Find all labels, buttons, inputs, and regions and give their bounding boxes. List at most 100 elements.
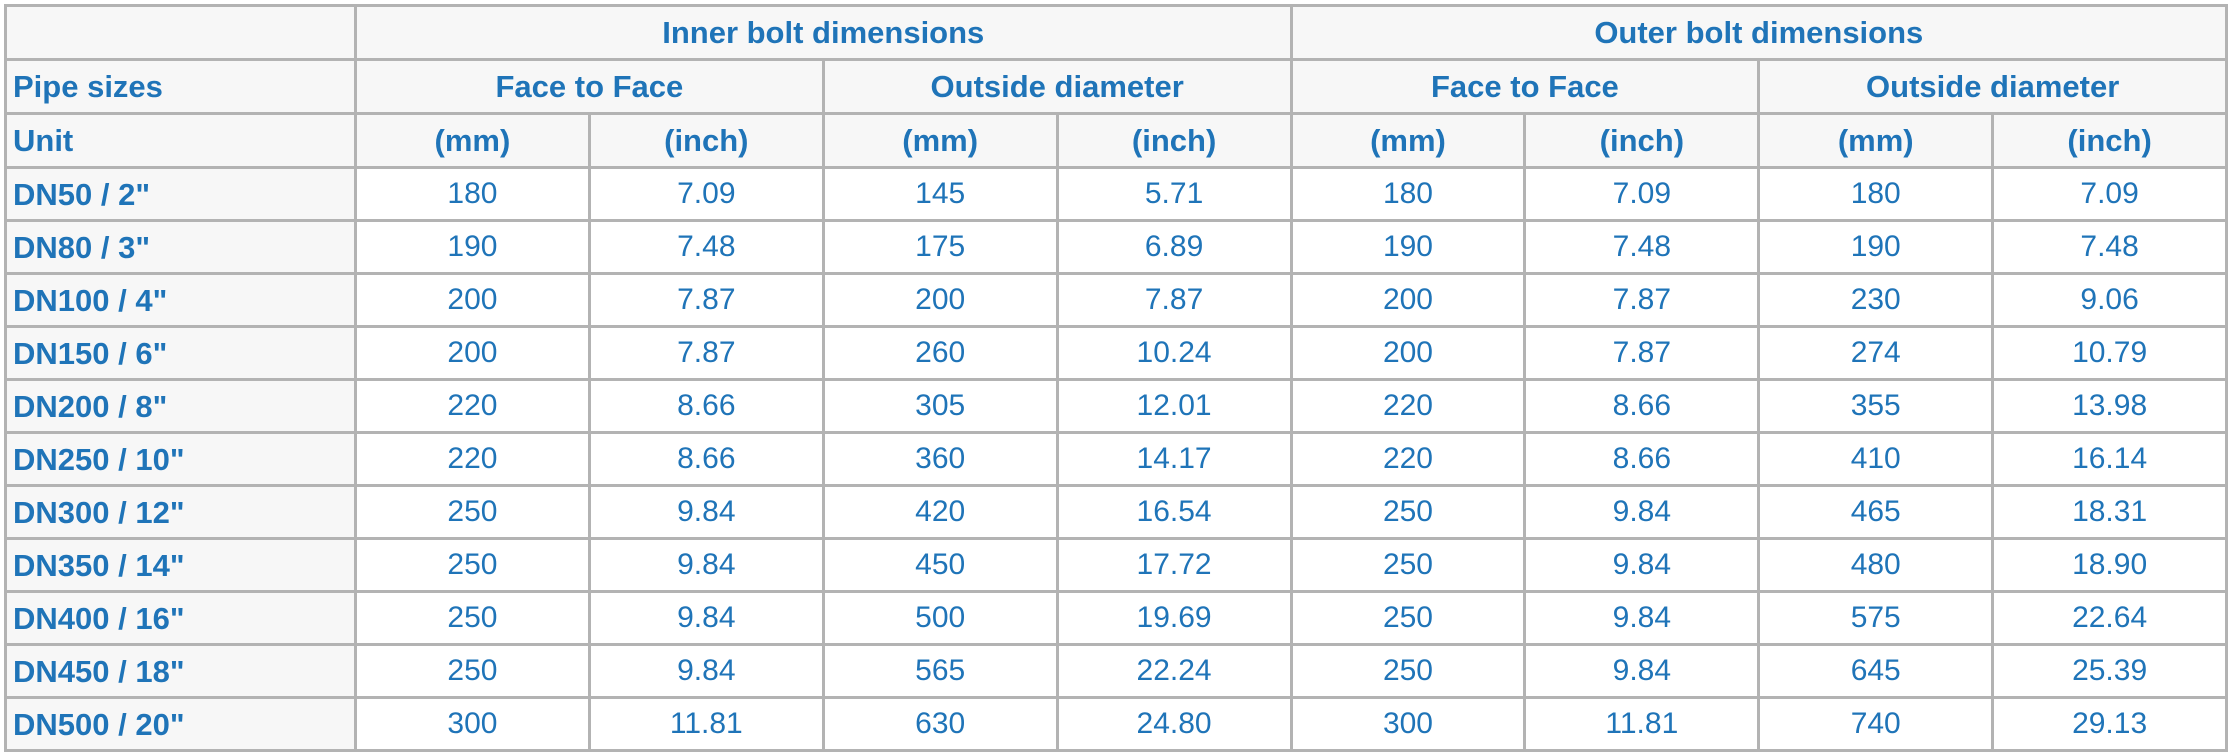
value-cell: 29.13 bbox=[1991, 696, 2229, 752]
value-cell: 7.48 bbox=[1991, 219, 2229, 275]
outer-face-to-face-header: Face to Face bbox=[1289, 58, 1761, 115]
value-cell: 200 bbox=[1289, 272, 1527, 328]
pipe-sizes-header: Pipe sizes bbox=[4, 58, 357, 115]
value-cell: 180 bbox=[354, 166, 591, 222]
value-cell: 250 bbox=[354, 484, 591, 540]
value-cell: 500 bbox=[821, 590, 1059, 646]
value-cell: 10.24 bbox=[1055, 325, 1293, 381]
value-cell: 9.84 bbox=[1523, 537, 1761, 593]
value-cell: 7.09 bbox=[1523, 166, 1761, 222]
value-cell: 7.48 bbox=[587, 219, 825, 275]
table-row: DN350 / 14" 250 9.84 450 17.72 250 9.84 … bbox=[4, 537, 2229, 593]
value-cell: 220 bbox=[354, 431, 591, 487]
value-cell: 190 bbox=[1757, 219, 1995, 275]
unit-mm: (mm) bbox=[1757, 112, 1995, 169]
header-row-units: Unit (mm) (inch) (mm) (inch) (mm) (inch)… bbox=[4, 112, 2229, 169]
value-cell: 6.89 bbox=[1055, 219, 1293, 275]
value-cell: 450 bbox=[821, 537, 1059, 593]
value-cell: 8.66 bbox=[1523, 378, 1761, 434]
value-cell: 360 bbox=[821, 431, 1059, 487]
value-cell: 175 bbox=[821, 219, 1059, 275]
unit-inch: (inch) bbox=[1991, 112, 2229, 169]
value-cell: 740 bbox=[1757, 696, 1995, 752]
unit-inch: (inch) bbox=[1523, 112, 1761, 169]
pipe-size-cell: DN350 / 14" bbox=[4, 537, 357, 593]
bolt-dimensions-table-wrapper: Inner bolt dimensions Outer bolt dimensi… bbox=[4, 4, 2229, 752]
pipe-size-cell: DN300 / 12" bbox=[4, 484, 357, 540]
value-cell: 410 bbox=[1757, 431, 1995, 487]
outer-outside-diameter-header: Outside diameter bbox=[1757, 58, 2229, 115]
value-cell: 13.98 bbox=[1991, 378, 2229, 434]
value-cell: 200 bbox=[821, 272, 1059, 328]
unit-mm: (mm) bbox=[354, 112, 591, 169]
value-cell: 274 bbox=[1757, 325, 1995, 381]
value-cell: 9.84 bbox=[587, 484, 825, 540]
table-row: DN450 / 18" 250 9.84 565 22.24 250 9.84 … bbox=[4, 643, 2229, 699]
value-cell: 575 bbox=[1757, 590, 1995, 646]
value-cell: 12.01 bbox=[1055, 378, 1293, 434]
value-cell: 16.14 bbox=[1991, 431, 2229, 487]
value-cell: 480 bbox=[1757, 537, 1995, 593]
corner-cell bbox=[4, 4, 357, 61]
table-row: DN50 / 2" 180 7.09 145 5.71 180 7.09 180… bbox=[4, 166, 2229, 222]
value-cell: 25.39 bbox=[1991, 643, 2229, 699]
value-cell: 200 bbox=[354, 272, 591, 328]
value-cell: 250 bbox=[1289, 537, 1527, 593]
pipe-size-cell: DN400 / 16" bbox=[4, 590, 357, 646]
pipe-size-cell: DN500 / 20" bbox=[4, 696, 357, 752]
value-cell: 19.69 bbox=[1055, 590, 1293, 646]
value-cell: 250 bbox=[354, 537, 591, 593]
value-cell: 250 bbox=[1289, 643, 1527, 699]
value-cell: 18.31 bbox=[1991, 484, 2229, 540]
value-cell: 9.84 bbox=[1523, 590, 1761, 646]
value-cell: 9.06 bbox=[1991, 272, 2229, 328]
value-cell: 10.79 bbox=[1991, 325, 2229, 381]
bolt-dimensions-table: Inner bolt dimensions Outer bolt dimensi… bbox=[4, 4, 2229, 752]
value-cell: 8.66 bbox=[1523, 431, 1761, 487]
table-row: DN80 / 3" 190 7.48 175 6.89 190 7.48 190… bbox=[4, 219, 2229, 275]
value-cell: 230 bbox=[1757, 272, 1995, 328]
inner-bolt-group-header: Inner bolt dimensions bbox=[354, 4, 1293, 61]
value-cell: 24.80 bbox=[1055, 696, 1293, 752]
value-cell: 16.54 bbox=[1055, 484, 1293, 540]
value-cell: 11.81 bbox=[587, 696, 825, 752]
value-cell: 14.17 bbox=[1055, 431, 1293, 487]
unit-inch: (inch) bbox=[587, 112, 825, 169]
value-cell: 300 bbox=[354, 696, 591, 752]
value-cell: 9.84 bbox=[1523, 484, 1761, 540]
value-cell: 355 bbox=[1757, 378, 1995, 434]
value-cell: 18.90 bbox=[1991, 537, 2229, 593]
pipe-size-cell: DN250 / 10" bbox=[4, 431, 357, 487]
value-cell: 8.66 bbox=[587, 378, 825, 434]
value-cell: 200 bbox=[354, 325, 591, 381]
value-cell: 9.84 bbox=[587, 537, 825, 593]
unit-header: Unit bbox=[4, 112, 357, 169]
value-cell: 7.87 bbox=[587, 325, 825, 381]
pipe-size-cell: DN450 / 18" bbox=[4, 643, 357, 699]
table-row: DN400 / 16" 250 9.84 500 19.69 250 9.84 … bbox=[4, 590, 2229, 646]
pipe-size-cell: DN150 / 6" bbox=[4, 325, 357, 381]
value-cell: 180 bbox=[1757, 166, 1995, 222]
value-cell: 630 bbox=[821, 696, 1059, 752]
value-cell: 260 bbox=[821, 325, 1059, 381]
value-cell: 9.84 bbox=[587, 643, 825, 699]
pipe-size-cell: DN100 / 4" bbox=[4, 272, 357, 328]
unit-mm: (mm) bbox=[821, 112, 1059, 169]
value-cell: 9.84 bbox=[1523, 643, 1761, 699]
inner-face-to-face-header: Face to Face bbox=[354, 58, 825, 115]
value-cell: 7.87 bbox=[587, 272, 825, 328]
value-cell: 22.64 bbox=[1991, 590, 2229, 646]
value-cell: 190 bbox=[1289, 219, 1527, 275]
value-cell: 420 bbox=[821, 484, 1059, 540]
value-cell: 17.72 bbox=[1055, 537, 1293, 593]
value-cell: 9.84 bbox=[587, 590, 825, 646]
value-cell: 5.71 bbox=[1055, 166, 1293, 222]
value-cell: 7.87 bbox=[1055, 272, 1293, 328]
table-row: DN100 / 4" 200 7.87 200 7.87 200 7.87 23… bbox=[4, 272, 2229, 328]
value-cell: 7.48 bbox=[1523, 219, 1761, 275]
table-row: DN500 / 20" 300 11.81 630 24.80 300 11.8… bbox=[4, 696, 2229, 752]
table-row: DN250 / 10" 220 8.66 360 14.17 220 8.66 … bbox=[4, 431, 2229, 487]
value-cell: 250 bbox=[1289, 590, 1527, 646]
value-cell: 22.24 bbox=[1055, 643, 1293, 699]
value-cell: 465 bbox=[1757, 484, 1995, 540]
